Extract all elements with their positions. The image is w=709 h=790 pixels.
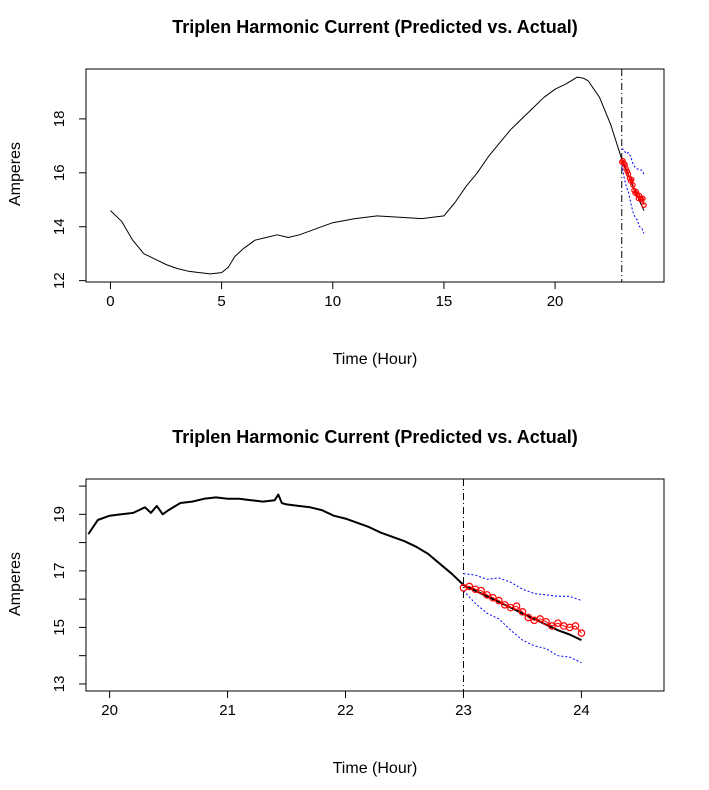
predicted-point [512, 602, 521, 611]
predicted-point [633, 188, 640, 195]
y-axis-label: Amperes [7, 552, 24, 616]
x-tick-label: 0 [106, 293, 114, 310]
predicted-point [465, 582, 474, 591]
predicted-point [623, 165, 630, 172]
y-tick-label: 14 [51, 218, 68, 235]
chart-title: Triplen Harmonic Current (Predicted vs. … [172, 17, 577, 37]
predicted-point [571, 622, 580, 630]
predicted-point [636, 192, 643, 199]
x-axis-label: Time (Hour) [333, 351, 418, 368]
plot-area [110, 69, 647, 282]
y-axis-label: Amperes [7, 142, 24, 206]
x-tick-label: 24 [573, 702, 590, 719]
predicted-point [483, 591, 491, 599]
predicted-point [500, 600, 509, 609]
y-tick-label: 15 [51, 619, 68, 636]
predicted-point [554, 619, 562, 627]
y-tick-label: 19 [51, 506, 68, 523]
y-tick-label: 16 [51, 164, 68, 181]
series-actual-line [87, 493, 582, 642]
x-tick-label: 10 [324, 293, 341, 310]
series-upper-bound-line [463, 573, 582, 601]
x-tick-label: 20 [547, 293, 564, 310]
predicted-point [628, 176, 635, 183]
plot-area [87, 479, 586, 691]
series-predicted-line [463, 585, 582, 634]
predicted-point [477, 586, 485, 595]
y-tick-label: 17 [51, 563, 68, 580]
predicted-point [630, 182, 636, 188]
predicted-point [548, 622, 556, 630]
y-tick-label: 12 [51, 272, 68, 289]
series-upper-bound-line [621, 148, 645, 175]
x-tick-label: 23 [455, 702, 472, 719]
y-tick-label: 13 [51, 676, 68, 693]
x-tick-label: 15 [436, 293, 453, 310]
predicted-point [641, 202, 647, 208]
series-lower-bound-line [621, 164, 645, 234]
panel-full-day: Triplen Harmonic Current (Predicted vs. … [7, 17, 665, 368]
x-tick-label: 21 [219, 702, 236, 719]
predicted-point [524, 613, 533, 622]
predicted-point [577, 629, 586, 637]
x-tick-label: 5 [217, 293, 225, 310]
plot-frame [85, 478, 665, 692]
chart-title: Triplen Harmonic Current (Predicted vs. … [172, 427, 577, 447]
axis-ticks: 0 5 10 15 20 12 14 16 18 [51, 111, 563, 310]
predicted-point [536, 615, 544, 623]
predicted-point [489, 593, 497, 602]
predicted-point [620, 157, 626, 164]
predicted-point [495, 596, 503, 605]
y-tick-label: 18 [51, 111, 68, 128]
panel-zoom: Triplen Harmonic Current (Predicted vs. … [7, 427, 665, 777]
predicted-point [624, 168, 631, 175]
predicted-point [542, 617, 550, 626]
x-tick-label: 20 [101, 702, 118, 719]
x-tick-label: 22 [337, 702, 354, 719]
axis-ticks: 20 21 22 23 24 13 15 17 19 [51, 485, 590, 719]
x-axis-label: Time (Hour) [333, 760, 418, 777]
series-lower-bound-line [463, 590, 582, 664]
predicted-point [518, 608, 527, 616]
plot-frame [85, 68, 665, 283]
series-actual-line [110, 76, 645, 275]
predicted-point [640, 195, 646, 202]
